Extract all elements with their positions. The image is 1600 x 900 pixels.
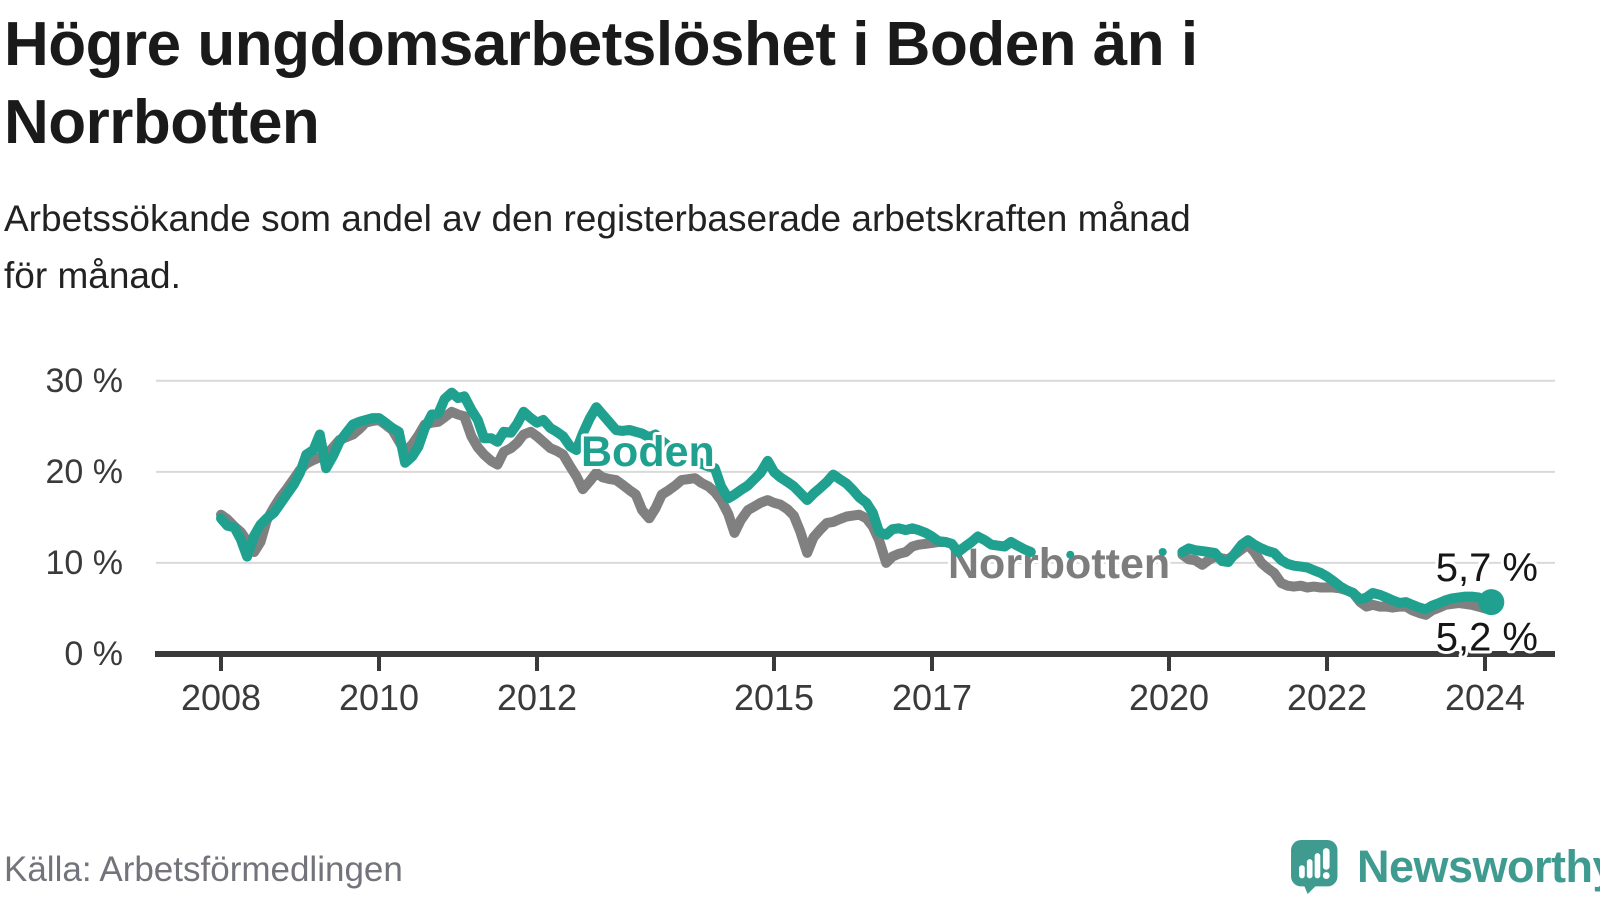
y-axis-label: 10 % — [45, 543, 124, 582]
series-label-norrbotten: Norrbotten — [948, 540, 1170, 588]
y-axis-label: 0 % — [64, 635, 123, 673]
source-note: Källa: Arbetsförmedlingen — [4, 850, 403, 889]
page-subtitle: Arbetssökande som andel av den registerb… — [4, 198, 1191, 297]
y-axis-label: 30 % — [45, 361, 124, 400]
boden-line — [216, 387, 1036, 562]
end-value-label-norrbotten: 5,2 % — [1436, 616, 1538, 660]
x-axis-label: 2022 — [1286, 677, 1368, 718]
x-axis-label: 2008 — [180, 677, 262, 718]
x-axis-label: 2012 — [496, 677, 578, 718]
boden-end-dot — [1478, 589, 1505, 616]
page-title: Högre ungdomsarbetslöshet i Boden än i N… — [4, 10, 1198, 158]
x-axis-label: 2010 — [338, 677, 420, 718]
boden-isolated-point — [1066, 550, 1075, 559]
x-axis-label: 2017 — [891, 677, 973, 718]
x-axis-label: 2015 — [733, 677, 815, 718]
boden-isolated-point — [1158, 548, 1167, 557]
series-label-boden: Boden — [581, 428, 715, 476]
newsworthy-logo: Newsworthy — [1291, 840, 1600, 894]
newsworthy-wordmark: Newsworthy — [1357, 841, 1600, 892]
y-axis-label: 20 % — [45, 452, 124, 491]
x-axis-label: 2020 — [1128, 677, 1210, 718]
newsworthy-logo-icon — [1291, 840, 1338, 894]
boden-line — [1177, 535, 1497, 615]
x-axis-label: 2024 — [1444, 677, 1526, 718]
end-value-label-boden: 5,7 % — [1436, 546, 1538, 590]
